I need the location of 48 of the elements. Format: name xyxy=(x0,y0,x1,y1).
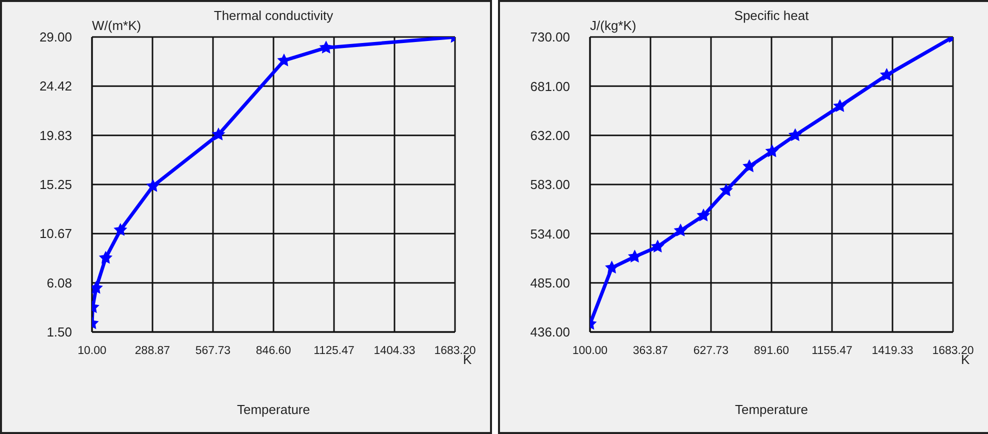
x-tick-label: 100.00 xyxy=(572,345,608,357)
point xyxy=(766,144,778,157)
y-tick-label: 583.00 xyxy=(530,177,570,192)
x-tick-label: 1404.33 xyxy=(374,345,416,357)
y-tick-label: 19.83 xyxy=(39,128,72,143)
y-tick-label: 15.25 xyxy=(39,177,72,192)
point xyxy=(320,41,332,54)
x-axis-title: Temperature xyxy=(734,402,809,417)
x-tick-label: 846.60 xyxy=(256,345,292,357)
x-tick-label: 288.87 xyxy=(134,345,170,357)
y-tick-label: 485.00 xyxy=(530,275,570,290)
point xyxy=(651,240,664,252)
y-tick-label: 534.00 xyxy=(530,226,570,242)
point xyxy=(834,100,846,112)
x-tick-label: 567.73 xyxy=(195,345,231,357)
chart-title: Thermal conductivity xyxy=(214,8,334,23)
y-axis-title: W/(m*K) xyxy=(92,18,142,33)
chart-title: Specific heat xyxy=(734,8,809,23)
x-tick-label: 891.60 xyxy=(754,345,790,357)
y-tick-label: 1.50 xyxy=(46,324,72,340)
point xyxy=(880,68,893,80)
x-tick-label: 10.00 xyxy=(78,345,106,357)
point xyxy=(212,128,225,140)
y-axis-title: J/(kg*K) xyxy=(590,18,636,33)
x-axis-title: Temperature xyxy=(236,402,311,417)
point xyxy=(114,224,127,236)
y-tick-label: 730.00 xyxy=(530,30,570,45)
y-tick-label: 436.00 xyxy=(530,324,570,340)
point xyxy=(720,184,732,196)
x-tick-label: 627.73 xyxy=(693,345,729,357)
y-tick-label: 24.42 xyxy=(39,78,72,94)
point xyxy=(697,209,710,221)
point xyxy=(789,128,802,141)
point xyxy=(99,251,112,264)
y-tick-label: 632.00 xyxy=(530,128,570,143)
point xyxy=(146,180,160,192)
x-tick-label: 1155.47 xyxy=(812,345,852,357)
point xyxy=(628,250,641,262)
point xyxy=(743,160,756,172)
x-tick-label: 1419.33 xyxy=(872,345,914,357)
x-tick-label: 1125.47 xyxy=(314,345,354,357)
point xyxy=(606,261,618,274)
y-tick-label: 6.08 xyxy=(46,275,72,290)
y-tick-label: 681.00 xyxy=(530,78,570,94)
y-tick-label: 29.00 xyxy=(39,30,72,45)
y-tick-label: 10.67 xyxy=(39,226,72,242)
x-tick-label: 363.87 xyxy=(632,345,668,357)
point xyxy=(674,224,687,236)
